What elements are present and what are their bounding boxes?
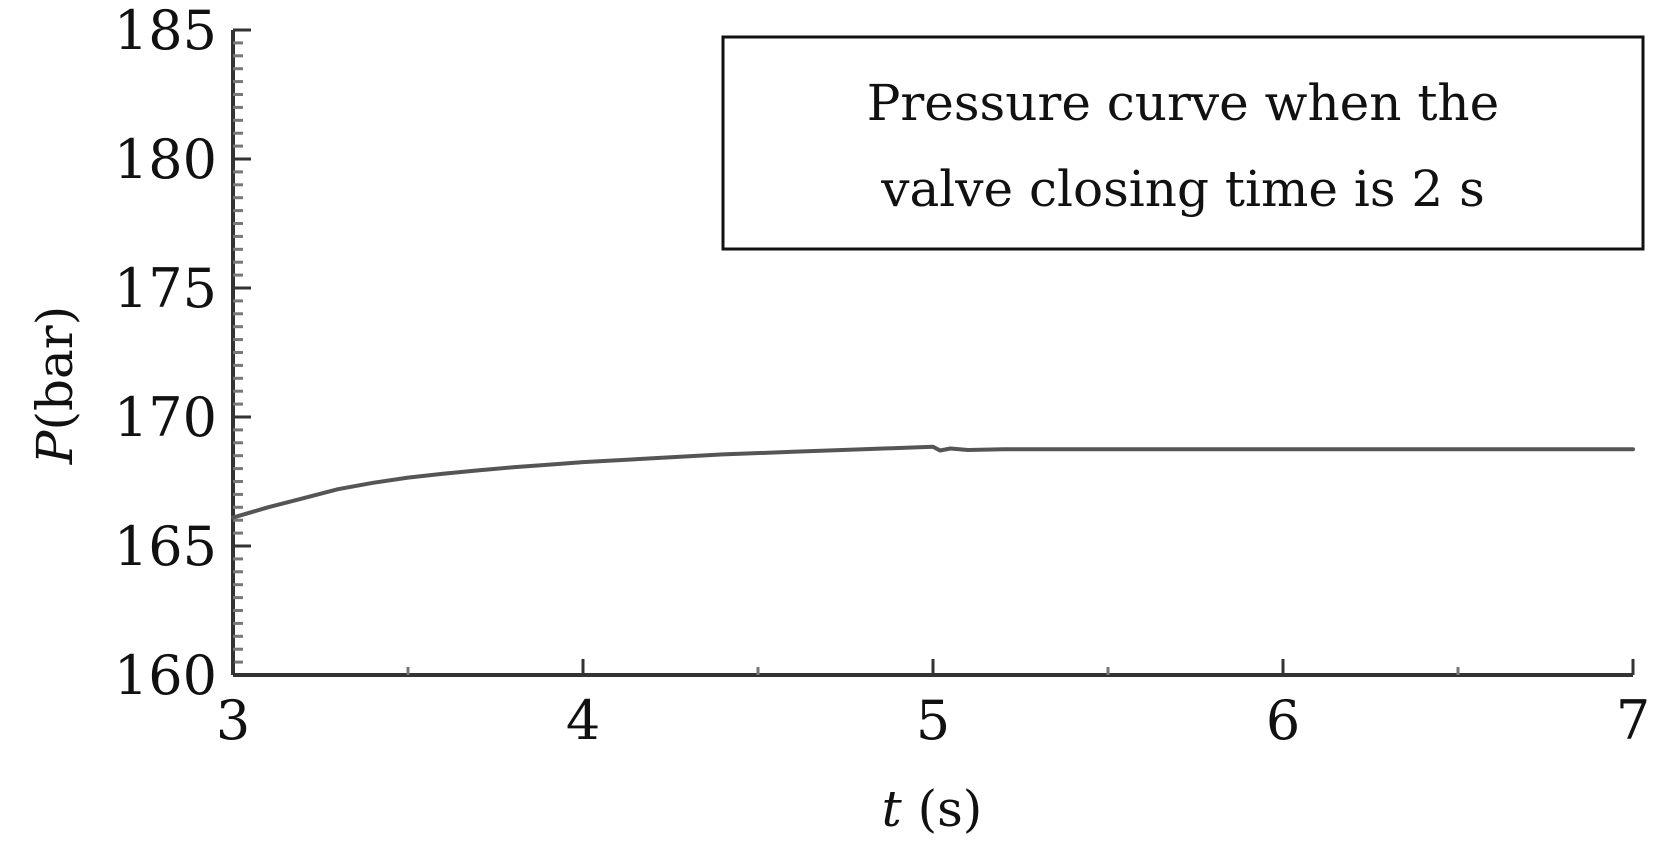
y-tick-label: 165 [114, 515, 217, 578]
series-line-0 [231, 444, 1635, 520]
y-tick-label: 175 [114, 257, 217, 320]
x-tick-label: 6 [1266, 689, 1300, 752]
y-tick-label: 160 [114, 644, 217, 707]
x-tick-label: 7 [1616, 689, 1650, 752]
ticks-layer: 160 165 170 175 180 185 3 4 5 6 7 [114, 0, 1650, 752]
x-tick-label: 4 [566, 689, 600, 752]
x-axis-label: t (s) [882, 780, 983, 838]
annotation-line-1: Pressure curve when the [867, 74, 1499, 132]
y-axis-label-unit: (bar) [26, 306, 84, 431]
y-axis-label: P(bar) [26, 306, 84, 465]
y-tick-label: 180 [114, 128, 217, 191]
x-axis-label-unit: (s) [902, 780, 983, 838]
annotation-line-2: valve closing time is 2 s [880, 160, 1485, 218]
y-tick-label: 170 [114, 386, 217, 449]
x-tick-label: 3 [216, 689, 250, 752]
series-layer [231, 444, 1635, 520]
annotation-box [721, 35, 1645, 251]
y-tick-label: 185 [114, 0, 217, 62]
y-axis-label-symbol: P [26, 429, 84, 465]
x-tick-label: 5 [916, 689, 950, 752]
x-axis-label-symbol: t [882, 780, 903, 838]
